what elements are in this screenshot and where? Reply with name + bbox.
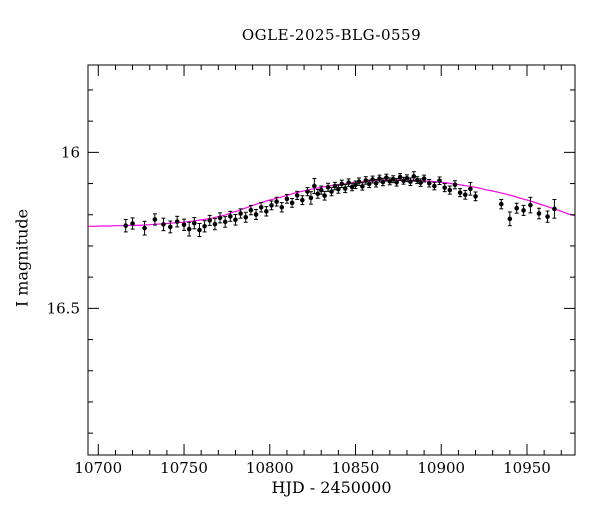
data-points <box>123 171 557 238</box>
y-axis-label: I magnitude <box>12 208 32 308</box>
svg-text:16: 16 <box>61 143 80 161</box>
chart-title: OGLE-2025-BLG-0559 <box>241 26 422 44</box>
y-axis-ticks <box>88 89 575 434</box>
svg-text:10850: 10850 <box>332 459 380 477</box>
svg-text:10950: 10950 <box>503 459 551 477</box>
x-axis-ticks <box>97 65 562 455</box>
svg-text:10800: 10800 <box>246 459 294 477</box>
svg-text:10750: 10750 <box>160 459 208 477</box>
svg-text:16.5: 16.5 <box>47 299 80 317</box>
x-axis-label: HJD - 2450000 <box>271 478 392 497</box>
svg-text:10700: 10700 <box>74 459 122 477</box>
svg-text:10900: 10900 <box>417 459 465 477</box>
plot-frame <box>87 64 576 456</box>
x-tick-labels: 10700 10750 10800 10850 10900 10950 <box>74 459 550 477</box>
y-tick-labels: 16 16.5 <box>47 143 80 317</box>
model-curve <box>88 179 576 227</box>
